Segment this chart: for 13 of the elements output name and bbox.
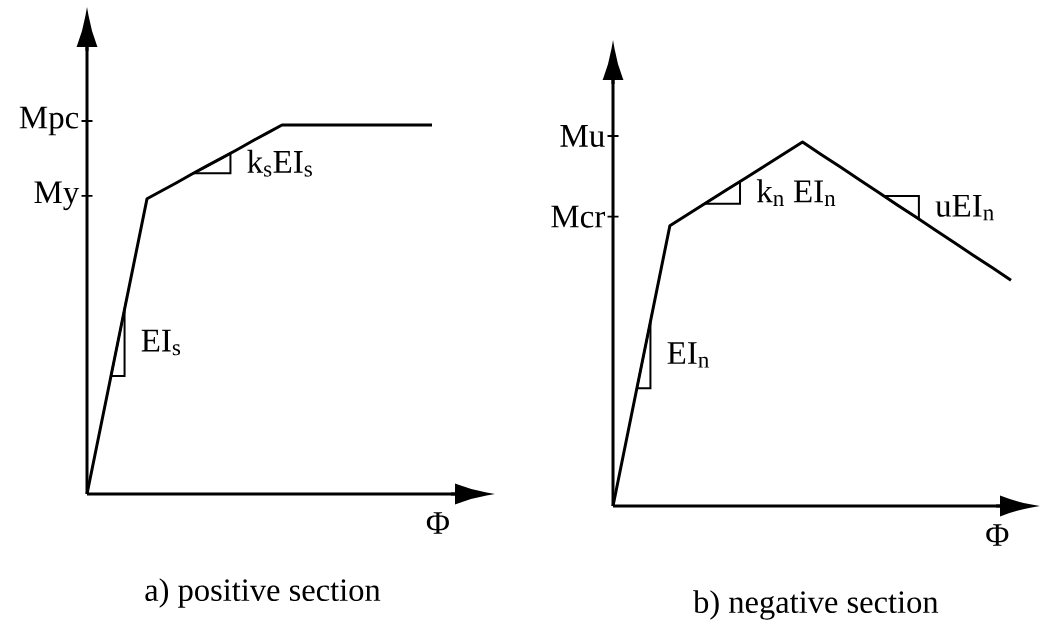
text: Mu — [560, 125, 605, 147]
text: b) negative section — [693, 590, 939, 620]
annotation: k$_{n}$ EI$_{n}$ — [756, 179, 836, 206]
text: Mpc — [19, 106, 79, 136]
annotation: k$_{s}$EI$_{s}$ — [247, 149, 312, 177]
annotation: EI$_{s}$ — [141, 329, 181, 356]
text: Mcr — [551, 205, 606, 228]
x-axis-title: Φ — [426, 512, 449, 534]
x-axis-title: Φ — [986, 524, 1009, 546]
text: a) positive section — [145, 578, 381, 608]
annotation: EI$_{n}$ — [667, 342, 709, 368]
text: My — [34, 181, 80, 211]
annotation: uEI$_{n}$ — [935, 194, 994, 221]
